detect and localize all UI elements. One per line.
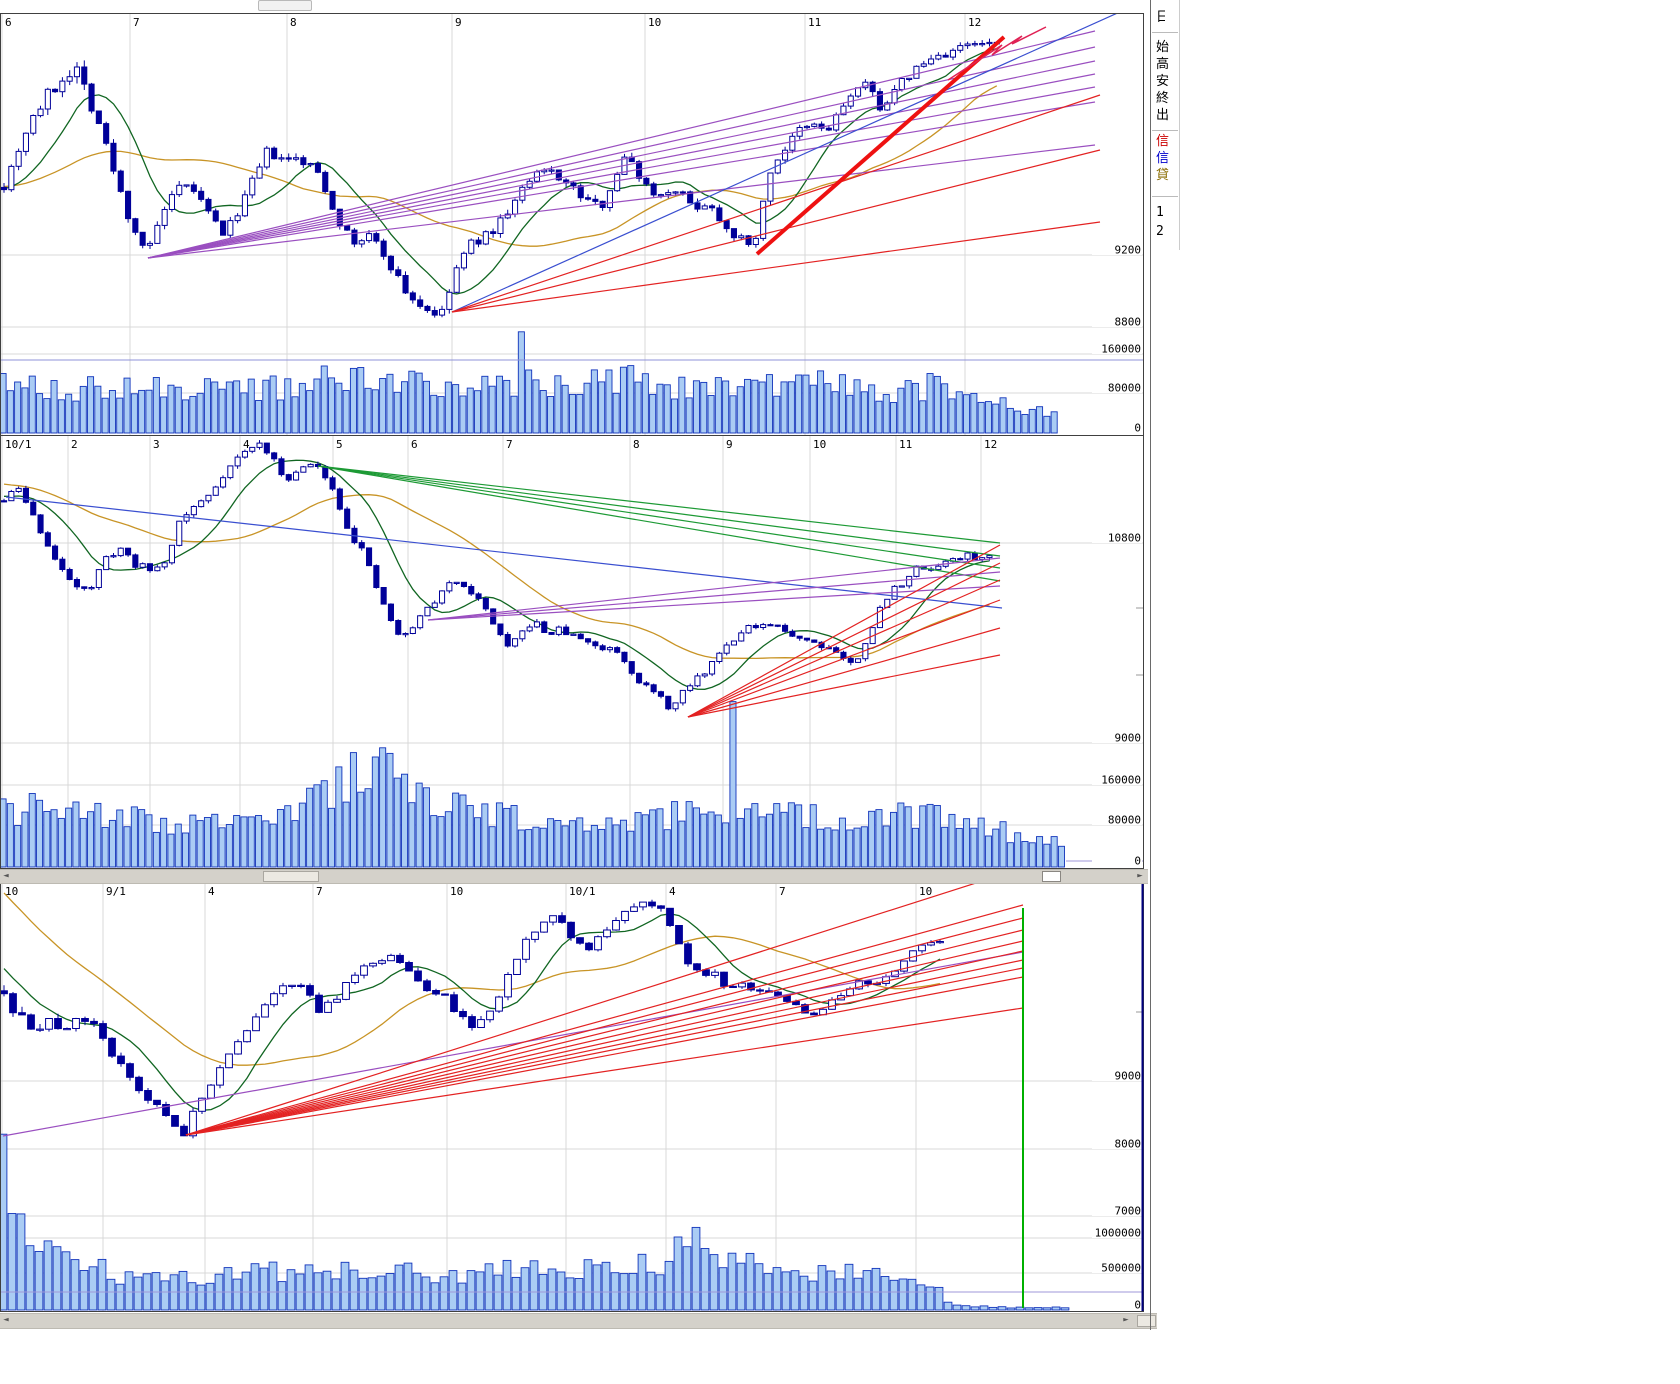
svg-text:10: 10 [813,438,826,451]
svg-text:4: 4 [208,885,215,898]
svg-text:10/1: 10/1 [5,438,32,451]
svg-text:8800: 8800 [1115,316,1142,329]
toolbar-fragment [258,0,312,11]
ma-short-line [3,913,941,1111]
svg-text:10800: 10800 [1108,532,1141,545]
trend-lines [1,14,1143,361]
ma-long-line [3,892,941,1066]
candlesticks [1,892,944,1139]
scrollbar-middle[interactable]: ◄ ► [0,869,1148,884]
svg-text:7: 7 [316,885,323,898]
svg-text:11: 11 [899,438,912,451]
svg-text:2: 2 [71,438,78,451]
svg-text:160000: 160000 [1101,343,1141,356]
svg-text:1000000: 1000000 [1095,1227,1141,1240]
trend-lines [1,883,1143,1308]
svg-text:12: 12 [984,438,997,451]
svg-text:0: 0 [1134,1299,1141,1312]
scroll-right-arrow-icon[interactable]: ► [1123,1315,1129,1325]
separator [1152,32,1178,33]
svg-text:9000: 9000 [1115,732,1142,745]
svg-text:8: 8 [633,438,640,451]
ma-long-line [3,85,998,247]
svg-text:500000: 500000 [1101,1262,1141,1275]
svg-text:160000: 160000 [1101,774,1141,787]
svg-text:7000: 7000 [1115,1205,1142,1218]
quote-panel-edge [1179,0,1180,250]
svg-text:6: 6 [411,438,418,451]
svg-text:3: 3 [153,438,160,451]
svg-text:9: 9 [455,16,462,29]
quote-label: 信 [1156,134,1170,149]
svg-text:12: 12 [968,16,981,29]
svg-text:9: 9 [726,438,733,451]
chart-panel-weekly-3[interactable]: 10 9/1 4 7 10 10/1 4 7 10 9000 8000 7000 1000000 5000… [0,882,1145,1312]
separator [1152,196,1178,197]
ma-short-line [3,459,990,690]
svg-text:10: 10 [5,885,18,898]
quote-label: 1 [1156,205,1164,220]
trend-lines [5,465,1143,862]
separator [1152,130,1178,131]
chart-panel-daily-2[interactable]: 10/1 2 3 4 5 6 7 8 9 10 11 12 10800 9000 160000 80000 0 [0,435,1145,869]
svg-text:0: 0 [1134,422,1141,435]
svg-text:4: 4 [669,885,676,898]
svg-text:7: 7 [133,16,140,29]
svg-text:9/1: 9/1 [106,885,126,898]
svg-text:10: 10 [450,885,463,898]
scroll-left-arrow-icon[interactable]: ◄ [3,871,9,881]
volume-bars [1,331,1058,434]
svg-text:0: 0 [1134,855,1141,868]
scroll-right-arrow-icon[interactable]: ► [1137,871,1143,881]
svg-text:9000: 9000 [1115,1070,1142,1083]
svg-text:6: 6 [5,16,12,29]
chart-panel-daily-1[interactable]: 6 7 8 9 10 11 12 9200 8800 160000 80000 0 [0,13,1145,436]
quote-label: 終 [1156,91,1170,106]
ma-long-line [3,483,990,660]
volume-bars [1,701,1065,868]
svg-text:11: 11 [808,16,821,29]
quote-label: 高 [1156,57,1170,72]
scrollbar-bottom[interactable]: ◄ ► [0,1313,1157,1329]
svg-text:9200: 9200 [1115,244,1142,257]
svg-text:80000: 80000 [1108,814,1141,827]
svg-text:10/1: 10/1 [569,885,596,898]
scrollbar-thumb[interactable] [263,871,319,882]
svg-text:8: 8 [290,16,297,29]
quote-label: 2 [1156,224,1164,239]
svg-text:10: 10 [648,16,661,29]
svg-text:4: 4 [243,438,250,451]
quote-label: 信 [1156,151,1170,166]
quote-label: 出 [1156,108,1170,123]
svg-text:7: 7 [779,885,786,898]
svg-text:5: 5 [336,438,343,451]
svg-text:80000: 80000 [1108,382,1141,395]
quote-panel-border [1150,0,1151,1330]
scrollbar-box[interactable] [1042,871,1061,882]
quote-label: 始 [1156,40,1170,55]
scrollbar-thumb[interactable] [1137,1315,1156,1327]
quote-label: 安 [1156,74,1170,89]
scroll-left-arrow-icon[interactable]: ◄ [3,1315,9,1325]
svg-text:10: 10 [919,885,932,898]
quote-label: 貸 [1156,168,1170,183]
quote-label: 日 [1156,10,1165,25]
svg-text:7: 7 [506,438,513,451]
svg-text:8000: 8000 [1115,1138,1142,1151]
